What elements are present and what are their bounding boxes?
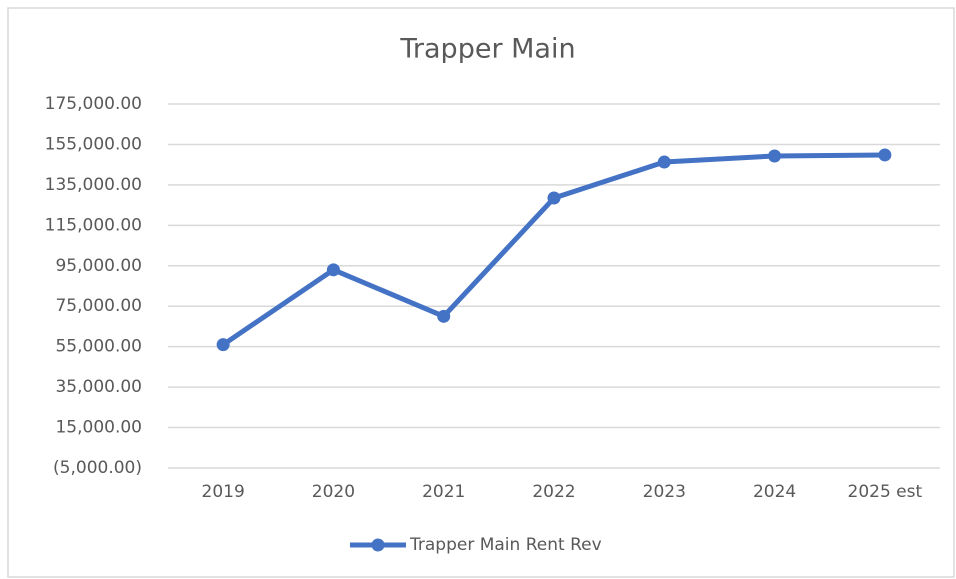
legend-label: Trapper Main Rent Rev — [409, 535, 602, 555]
y-tick-label: 75,000.00 — [55, 296, 142, 316]
data-point — [437, 309, 451, 323]
y-tick-label: (5,000.00) — [53, 458, 142, 478]
data-point — [657, 155, 671, 169]
data-point — [326, 263, 340, 277]
data-point — [878, 148, 892, 162]
y-tick-label: 55,000.00 — [55, 337, 142, 357]
x-tick-label: 2025 est — [848, 482, 923, 502]
y-tick-label: 15,000.00 — [55, 418, 142, 438]
x-tick-label: 2021 — [422, 482, 465, 502]
y-tick-label: 35,000.00 — [55, 377, 142, 397]
x-tick-label: 2020 — [312, 482, 355, 502]
legend-marker — [371, 538, 385, 552]
x-tick-label: 2019 — [202, 482, 245, 502]
y-tick-label: 155,000.00 — [45, 134, 142, 154]
x-tick-label: 2024 — [753, 482, 796, 502]
chart-frame — [7, 7, 955, 578]
data-point — [768, 149, 782, 163]
y-tick-label: 115,000.00 — [45, 215, 142, 235]
data-point — [216, 338, 230, 352]
x-tick-label: 2023 — [643, 482, 686, 502]
y-tick-label: 135,000.00 — [45, 175, 142, 195]
x-tick-label: 2022 — [532, 482, 575, 502]
y-tick-label: 175,000.00 — [45, 94, 142, 114]
y-tick-label: 95,000.00 — [55, 256, 142, 276]
data-point — [547, 191, 561, 205]
chart-title: Trapper Main — [399, 34, 575, 65]
